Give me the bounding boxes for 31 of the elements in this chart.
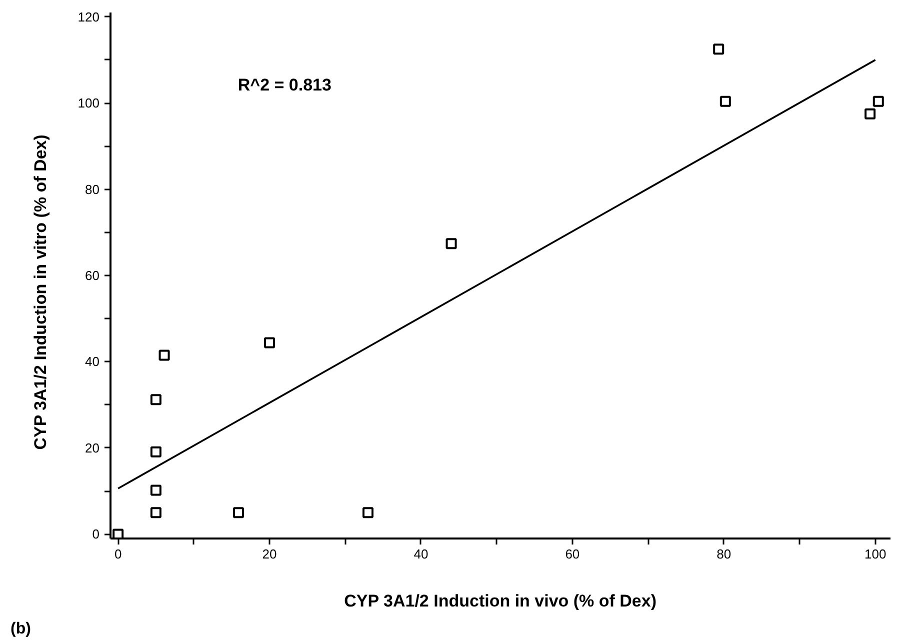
y-tick-label: 20 — [85, 440, 100, 456]
x-tick-label: 80 — [716, 546, 732, 562]
y-tick-label: 120 — [78, 9, 100, 24]
point — [150, 507, 162, 518]
y-tick-label: 100 — [78, 96, 100, 111]
point — [720, 96, 731, 107]
point — [872, 96, 884, 107]
x-tick-label: 60 — [565, 546, 580, 562]
x-tick-label: 100 — [864, 546, 886, 562]
x-tick-label: 0 — [114, 546, 122, 562]
point — [150, 446, 162, 458]
point — [864, 108, 876, 120]
x-tick-label: 20 — [262, 546, 277, 562]
annotation: R^2 = 0.813 — [238, 75, 332, 94]
y-axis-title: CYP 3A1/2 Induction in vitro (% of Dex) — [30, 134, 50, 450]
y-tick-label: 0 — [92, 526, 100, 542]
point — [232, 507, 244, 518]
point — [264, 337, 276, 348]
point — [158, 350, 170, 361]
point — [150, 484, 162, 496]
y-tick-label: 60 — [85, 268, 100, 283]
x-tick-label: 40 — [414, 546, 428, 562]
y-tick-label: 80 — [85, 182, 100, 197]
point — [713, 44, 724, 55]
point — [112, 528, 124, 538]
y-tick-label: 40 — [85, 354, 100, 370]
point — [446, 238, 457, 250]
point — [362, 507, 374, 518]
text: (b) — [10, 620, 31, 638]
x-axis-title: CYP 3A1/2 Induction in vivo (% of Dex) — [344, 592, 657, 610]
point — [150, 394, 162, 406]
